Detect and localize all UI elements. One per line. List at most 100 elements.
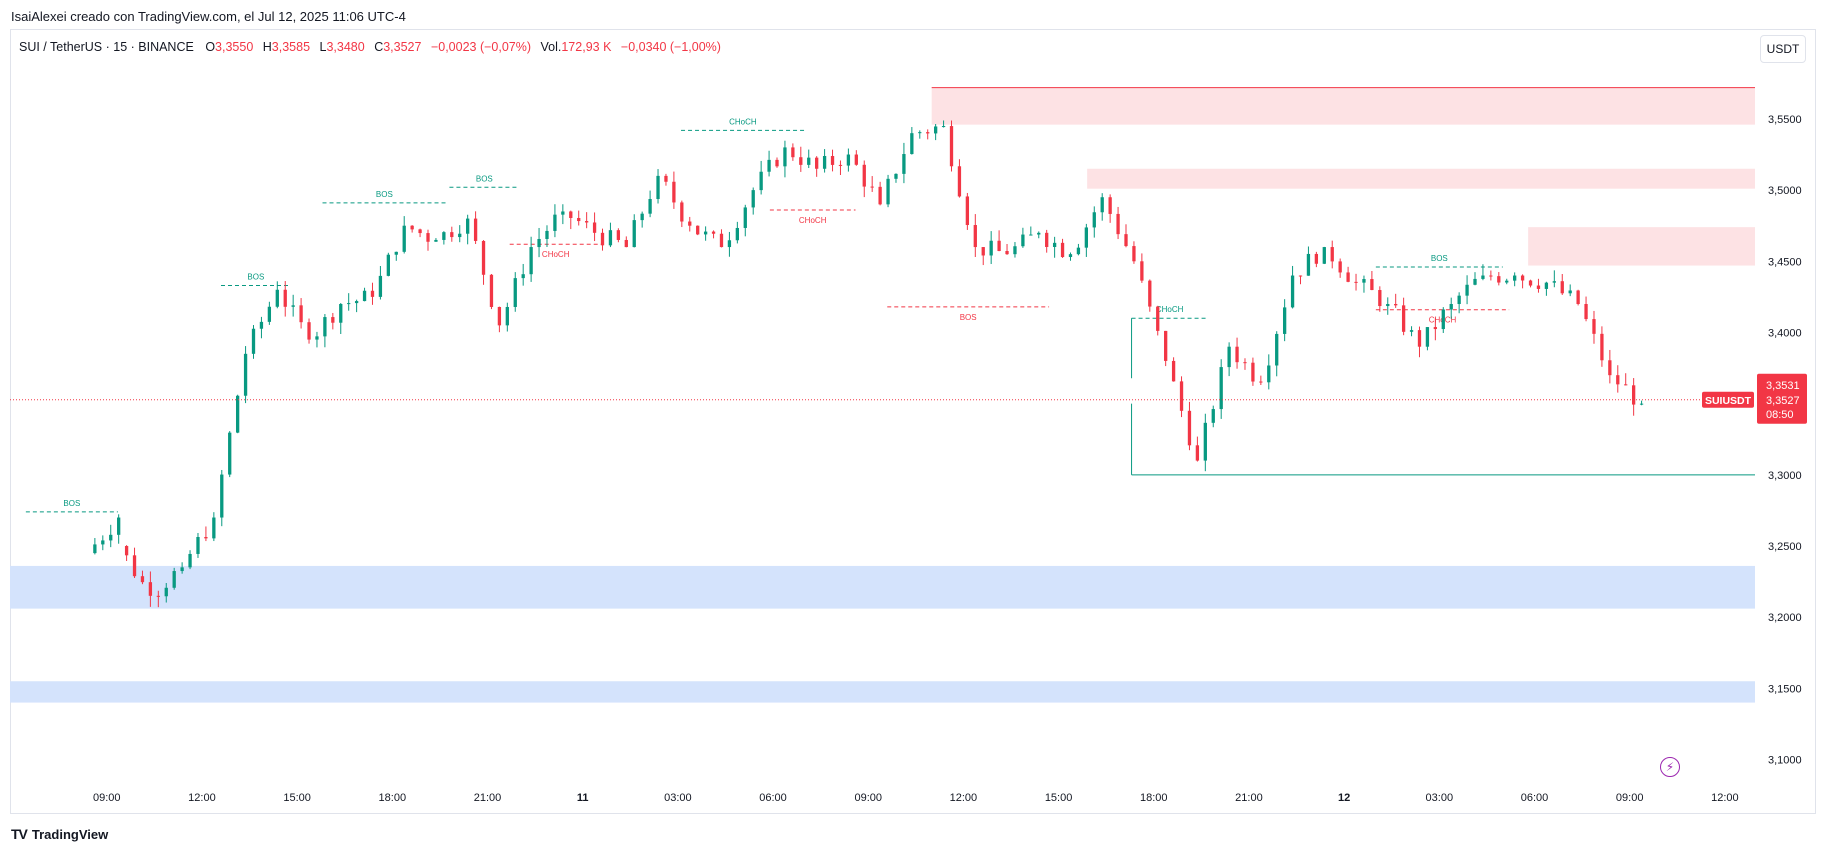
countdown-label: 08:50 bbox=[1766, 409, 1794, 421]
candle-body bbox=[1528, 280, 1533, 286]
candle-body bbox=[228, 432, 232, 475]
candle-body bbox=[434, 239, 438, 242]
candle-body bbox=[735, 227, 739, 241]
candle-body bbox=[1084, 227, 1088, 248]
candle-body bbox=[529, 247, 533, 275]
candle-body bbox=[799, 157, 803, 165]
candle-body bbox=[1211, 409, 1215, 423]
candle-body bbox=[838, 164, 843, 166]
candle-body bbox=[949, 126, 954, 167]
candle-body bbox=[1520, 275, 1525, 281]
candle-body bbox=[600, 232, 605, 246]
candle-body bbox=[156, 595, 160, 597]
candle-body bbox=[680, 202, 684, 222]
current-price-label: 3,3527 bbox=[1766, 395, 1800, 407]
lightning-icon[interactable]: ⚡ bbox=[1660, 757, 1680, 777]
candle-body bbox=[323, 317, 327, 337]
candle-body bbox=[1195, 445, 1200, 461]
candle-body bbox=[616, 230, 621, 240]
candle-body bbox=[339, 304, 343, 323]
structure-label: BOS bbox=[1431, 254, 1448, 263]
structure-label: BOS bbox=[960, 313, 977, 322]
candle-body bbox=[132, 555, 137, 577]
candle-body bbox=[775, 159, 779, 167]
candle-body bbox=[450, 232, 454, 238]
x-tick-label: 03:00 bbox=[1426, 792, 1454, 804]
candle-body bbox=[1425, 327, 1430, 347]
x-tick-label: 03:00 bbox=[664, 792, 692, 804]
low-label: L bbox=[319, 40, 327, 54]
candle-body bbox=[1306, 253, 1311, 276]
candle-body bbox=[1386, 304, 1390, 307]
candle-body bbox=[93, 544, 97, 554]
candle-body bbox=[101, 540, 105, 545]
candle-body bbox=[1029, 234, 1033, 236]
symbol-tag-box bbox=[1702, 391, 1754, 408]
candle-body bbox=[1473, 278, 1477, 285]
candle-body bbox=[767, 159, 771, 172]
demand-zone bbox=[10, 565, 1755, 609]
candle-body bbox=[109, 534, 113, 541]
tradingview-brand[interactable]: TV TradingView bbox=[11, 826, 108, 842]
x-tick-label: 12:00 bbox=[1711, 792, 1739, 804]
candle-body bbox=[299, 305, 303, 323]
candle-body bbox=[743, 207, 747, 228]
change-value: −0,0023 (−0,07%) bbox=[430, 40, 532, 54]
candle-body bbox=[1021, 234, 1025, 247]
candle-body bbox=[648, 199, 652, 214]
tradingview-logo-icon: TV bbox=[11, 826, 28, 842]
candle-body bbox=[981, 247, 985, 256]
candle-body bbox=[172, 571, 176, 588]
candle-body bbox=[1401, 305, 1406, 332]
symbol-name[interactable]: SUI / TetherUS · 15 · BINANCE bbox=[19, 40, 194, 54]
candle-body bbox=[989, 240, 993, 256]
price-tags: 3,3531 3,3527 08:50 SUIUSDT bbox=[1702, 373, 1807, 424]
candle-body bbox=[1187, 410, 1192, 446]
candle-body bbox=[307, 322, 311, 340]
y-tick-label: 3,5000 bbox=[1768, 185, 1802, 197]
candle-body bbox=[354, 301, 359, 304]
x-tick-label: 18:00 bbox=[1140, 792, 1168, 804]
x-tick-label: 12:00 bbox=[188, 792, 216, 804]
candle-body bbox=[1584, 304, 1588, 320]
x-tick-label: 09:00 bbox=[93, 792, 121, 804]
candle-body bbox=[410, 225, 414, 230]
candle-body bbox=[1417, 330, 1422, 347]
candle-body bbox=[759, 171, 763, 191]
candle-body bbox=[1298, 275, 1303, 277]
candle-body bbox=[505, 306, 509, 326]
candle-body bbox=[1552, 281, 1556, 283]
candle-body bbox=[1513, 275, 1517, 281]
candle-body bbox=[386, 254, 390, 276]
currency-button[interactable]: USDT bbox=[1760, 35, 1806, 63]
symbol-legend[interactable]: SUI / TetherUS · 15 · BINANCE O3,3550 H3… bbox=[19, 40, 727, 54]
candle-body bbox=[1243, 362, 1247, 364]
bid-price-label: 3,3531 bbox=[1766, 380, 1800, 392]
candle-body bbox=[941, 126, 946, 128]
candle-body bbox=[878, 186, 882, 205]
candle-body bbox=[933, 126, 938, 134]
candle-body bbox=[608, 230, 613, 246]
y-tick-label: 3,1500 bbox=[1768, 683, 1802, 695]
x-tick-label: 21:00 bbox=[474, 792, 502, 804]
candle-body bbox=[243, 353, 248, 396]
candle-body bbox=[902, 154, 906, 174]
candle-body bbox=[703, 231, 708, 235]
candle-body bbox=[1171, 360, 1176, 382]
candle-body bbox=[751, 190, 755, 208]
candle-body bbox=[1124, 234, 1128, 247]
candle-body bbox=[783, 147, 787, 167]
candle-body bbox=[283, 289, 287, 307]
candle-body bbox=[291, 305, 295, 307]
candle-body bbox=[926, 132, 930, 134]
structure-label: CHoCH bbox=[799, 216, 827, 225]
volume-value: 172,93 K bbox=[561, 40, 612, 54]
candle-body bbox=[584, 221, 589, 223]
candle-body bbox=[1219, 367, 1223, 410]
x-tick-label: 15:00 bbox=[283, 792, 311, 804]
supply-zone bbox=[931, 87, 1755, 125]
candle-body bbox=[1100, 197, 1104, 213]
candle-body bbox=[513, 278, 517, 307]
candle-body bbox=[854, 154, 858, 165]
